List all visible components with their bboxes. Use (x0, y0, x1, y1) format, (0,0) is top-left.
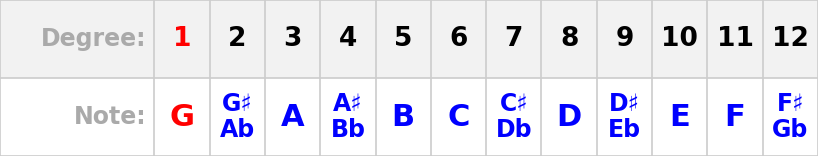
Text: Eb: Eb (608, 118, 641, 142)
Text: Gb: Gb (772, 118, 808, 142)
Text: 6: 6 (449, 26, 468, 52)
Text: 12: 12 (772, 26, 809, 52)
Text: 2: 2 (228, 26, 246, 52)
Text: D: D (556, 102, 582, 132)
Text: F: F (725, 102, 745, 132)
Text: F♯: F♯ (776, 92, 804, 116)
Text: B: B (392, 102, 415, 132)
Text: G: G (169, 102, 195, 132)
Bar (0, 78, 818, 156)
Text: A: A (281, 102, 304, 132)
Text: Note:: Note: (74, 105, 146, 129)
Text: Degree:: Degree: (41, 27, 146, 51)
Text: D♯: D♯ (609, 92, 640, 116)
Text: A♯: A♯ (333, 92, 362, 116)
Text: Bb: Bb (330, 118, 366, 142)
Text: E: E (669, 102, 690, 132)
Text: 11: 11 (717, 26, 753, 52)
Text: C♯: C♯ (500, 92, 528, 116)
Text: 8: 8 (560, 26, 578, 52)
Text: 7: 7 (505, 26, 523, 52)
Text: 1: 1 (173, 26, 191, 52)
Text: C: C (447, 102, 470, 132)
Text: 5: 5 (394, 26, 412, 52)
Text: 3: 3 (283, 26, 302, 52)
Text: 4: 4 (339, 26, 357, 52)
Text: Ab: Ab (220, 118, 255, 142)
Text: 9: 9 (615, 26, 634, 52)
Text: Db: Db (496, 118, 533, 142)
Bar (0, 0, 818, 78)
Text: 10: 10 (661, 26, 699, 52)
Text: G♯: G♯ (222, 92, 253, 116)
